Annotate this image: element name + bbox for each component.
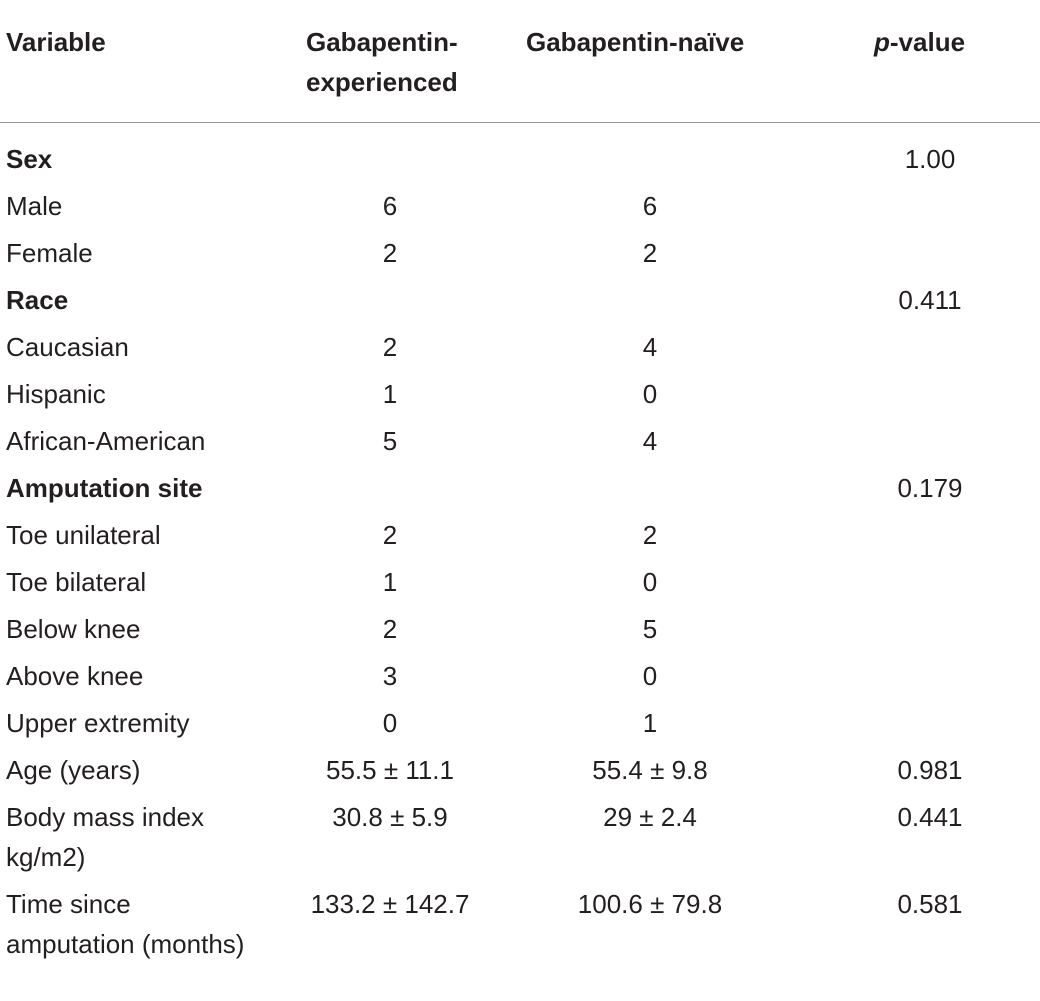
cell-gabapentin-experienced: 55.5 ± 11.1 [326,755,454,785]
cell-gabapentin-experienced: 1 [382,379,398,409]
row-label: Age (years) [6,755,141,785]
cell-gabapentin-experienced: 133.2 ± 142.7 [310,889,470,919]
cell-gabapentin-naive: 0 [642,661,658,691]
row-label: Upper extremity [6,708,190,738]
cell-p-value [780,512,1040,559]
table-row: Upper extremity 0 1 [0,700,1040,747]
table-row: Age (years) 55.5 ± 11.1 55.4 ± 9.8 0.981 [0,747,1040,794]
table-row: Race 0.411 [0,277,1040,324]
cell-gabapentin-naive: 100.6 ± 79.8 [577,889,723,919]
row-label: Below knee [6,614,141,644]
cell-gabapentin-naive: 6 [642,191,658,221]
cell-gabapentin-naive: 1 [642,708,658,738]
header-p-rest: -value [889,27,966,57]
header-gabapentin-naive: Gabapentin-naïve [520,0,780,123]
cell-gabapentin-naive: 5 [642,614,658,644]
header-row: Variable Gabapentin-experienced Gabapent… [0,0,1040,123]
cell-gabapentin-naive: 29 ± 2.4 [603,802,697,832]
cell-p-value: 0.441 [897,802,963,832]
cell-p-value: 0.411 [898,285,962,315]
header-p-value: p-value [780,0,1040,123]
cell-gabapentin-experienced: 3 [382,661,398,691]
cell-p-value: 0.981 [897,755,963,785]
row-label: Amputation site [6,473,203,503]
cell-gabapentin-naive: 0 [642,379,658,409]
table-row: Female 2 2 [0,230,1040,277]
table-row: African-American 5 4 [0,418,1040,465]
cell-gabapentin-naive: 4 [642,332,658,362]
row-label: Toe unilateral [6,520,161,550]
demographics-table: Variable Gabapentin-experienced Gabapent… [0,0,1040,969]
header-p-italic: p [874,27,890,57]
table-row: Below knee 2 5 [0,606,1040,653]
cell-gabapentin-naive: 0 [642,567,658,597]
cell-p-value [780,559,1040,606]
row-label: Time since amputation (months) [6,889,245,959]
cell-gabapentin-naive: 2 [642,238,658,268]
row-label: Body mass index kg/m2) [6,802,204,872]
cell-gabapentin-experienced: 2 [382,238,398,268]
table-row: Toe unilateral 2 2 [0,512,1040,559]
row-label: African-American [6,426,206,456]
header-variable: Variable [0,0,260,123]
row-label: Sex [6,144,53,174]
cell-p-value [780,230,1040,277]
cell-gabapentin-experienced: 6 [382,191,398,221]
row-label: Hispanic [6,379,106,409]
cell-gabapentin-experienced: 5 [382,426,398,456]
row-label: Female [6,238,93,268]
cell-gabapentin-experienced [260,277,520,324]
table-row: Amputation site 0.179 [0,465,1040,512]
table-row: Hispanic 1 0 [0,371,1040,418]
cell-gabapentin-experienced: 2 [382,332,398,362]
cell-gabapentin-experienced: 30.8 ± 5.9 [332,802,448,832]
header-gabapentin-experienced: Gabapentin-experienced [260,0,520,123]
cell-p-value: 1.00 [904,144,956,174]
cell-p-value [780,700,1040,747]
cell-gabapentin-experienced: 2 [382,614,398,644]
cell-p-value [780,653,1040,700]
cell-p-value [780,371,1040,418]
row-label: Race [6,285,69,315]
cell-gabapentin-experienced: 1 [382,567,398,597]
table-row: Male 6 6 [0,183,1040,230]
cell-gabapentin-experienced [260,465,520,512]
row-label: Toe bilateral [6,567,147,597]
row-label: Above knee [6,661,144,691]
row-label: Caucasian [6,332,129,362]
cell-p-value: 0.581 [897,889,963,919]
cell-gabapentin-naive: 55.4 ± 9.8 [592,755,708,785]
cell-gabapentin-naive [520,123,780,184]
table-row: Above knee 3 0 [0,653,1040,700]
cell-p-value [780,183,1040,230]
cell-gabapentin-naive: 2 [642,520,658,550]
table-row: Caucasian 2 4 [0,324,1040,371]
cell-p-value [780,324,1040,371]
cell-p-value: 0.179 [897,473,963,503]
cell-p-value [780,606,1040,653]
table-row: Body mass index kg/m2) 30.8 ± 5.9 29 ± 2.4… [0,794,1040,881]
cell-gabapentin-experienced: 2 [382,520,398,550]
cell-gabapentin-naive [520,277,780,324]
cell-gabapentin-experienced: 0 [382,708,398,738]
table-row: Time since amputation (months) 133.2 ± 14… [0,881,1040,968]
cell-gabapentin-experienced [260,123,520,184]
table-row: Sex 1.00 [0,123,1040,184]
table-body: Sex 1.00 Male 6 6 Female 2 2 Race 0.411 Caucasian 2… [0,123,1040,969]
cell-gabapentin-naive: 4 [642,426,658,456]
table-row: Toe bilateral 1 0 [0,559,1040,606]
row-label: Male [6,191,63,221]
cell-p-value [780,418,1040,465]
cell-gabapentin-naive [520,465,780,512]
